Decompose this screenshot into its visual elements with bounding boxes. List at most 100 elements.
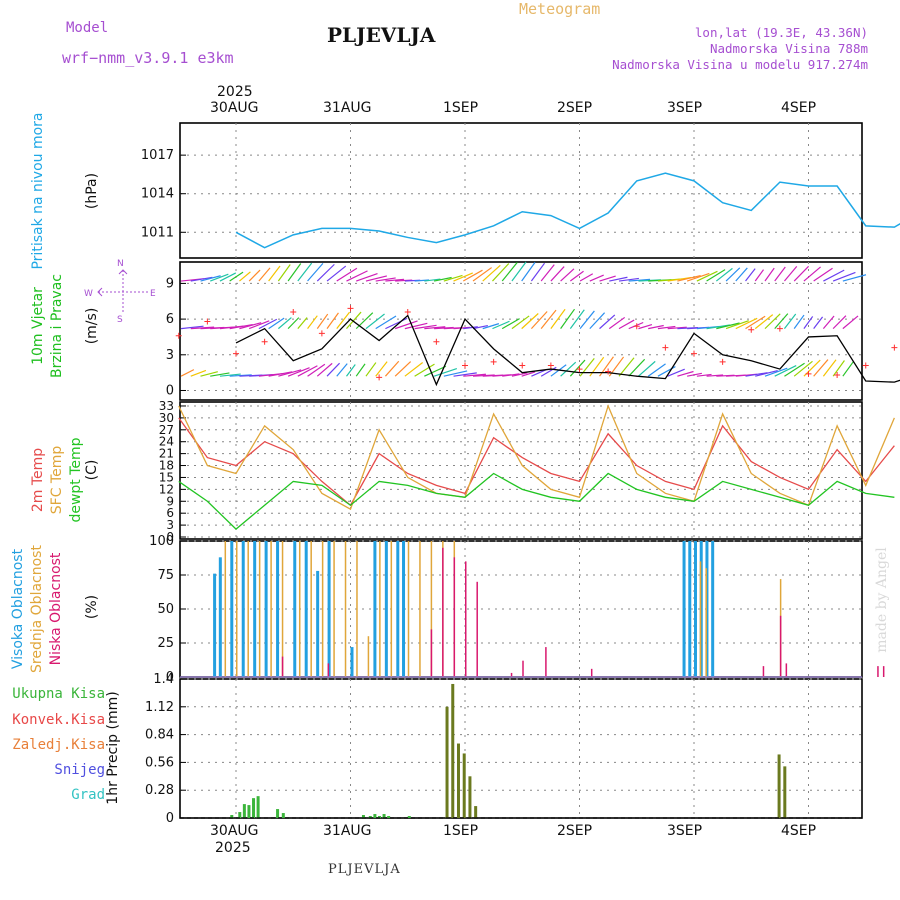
wind-arrow <box>842 274 867 282</box>
wind-arrow <box>531 369 547 377</box>
cloud-bar <box>264 541 268 677</box>
wind-gust-marker <box>433 338 440 345</box>
wind-arrow <box>667 368 685 377</box>
wind-arrow <box>268 371 293 377</box>
precip-bar <box>777 754 781 818</box>
wind-arrow <box>502 373 520 377</box>
y-tick-label: 9 <box>166 494 174 508</box>
wind-arrow <box>677 274 701 282</box>
wind-arrow <box>414 363 435 377</box>
cloud-bar <box>705 568 707 677</box>
wind-arrow <box>472 324 488 330</box>
cloud-bar <box>327 663 330 677</box>
wind-arrow <box>560 361 577 377</box>
wind-arrow <box>754 314 774 330</box>
wind-arrow <box>453 272 474 282</box>
wind-arrow <box>501 262 518 282</box>
wind-arrow <box>287 263 302 282</box>
cloud-bar <box>293 541 297 677</box>
wind-arrow <box>813 316 824 329</box>
cloud-bar <box>430 629 433 677</box>
y-tick-label: 1.4 <box>153 672 174 687</box>
wind-arrow <box>277 317 292 330</box>
panel-frame-4 <box>179 678 863 819</box>
wind-arrow <box>307 363 326 377</box>
wind-arrow <box>355 363 366 377</box>
wind-arrow <box>210 273 229 282</box>
wind-arrow <box>783 265 798 282</box>
wind-arrow <box>326 265 347 282</box>
wind-arrow <box>784 362 805 377</box>
model-name: wrf−nmm_v3.9.1 e3km <box>62 49 234 67</box>
wind-arrow <box>745 315 766 330</box>
wind-gust-marker <box>233 350 239 357</box>
model-altitude: Nadmorska Visina u modelu 917.274m <box>612 57 868 72</box>
wind-arrow <box>687 372 702 377</box>
y-tick-label: 15 <box>159 470 174 484</box>
wind-arrow <box>813 359 829 377</box>
legend-total-precip: Ukupna Kisa <box>12 686 105 702</box>
wind-arrow <box>258 267 271 282</box>
wind-arrow <box>745 372 768 377</box>
top-date-3: 2SEP <box>557 100 593 116</box>
wind-arrow <box>462 269 483 282</box>
wind-arrow <box>638 323 653 330</box>
wind-arrow <box>832 315 847 330</box>
wind-gust-marker <box>462 362 468 369</box>
cloud-bar <box>241 541 245 677</box>
wind-arrow <box>375 315 397 330</box>
wind-arrow <box>696 373 712 377</box>
footer-station: PLJEVLJA <box>328 862 401 877</box>
wind-gust-marker <box>719 358 726 365</box>
wind-arrow <box>180 325 204 330</box>
y-tick-label: 24 <box>159 435 174 449</box>
wind-arrow <box>424 326 446 330</box>
bottom-year: 2025 <box>215 840 251 856</box>
cloud-bar <box>276 541 280 677</box>
y-tick-label: 1014 <box>141 187 174 202</box>
cloud-bar <box>236 541 238 677</box>
wind-gust-marker <box>691 350 697 357</box>
wind-arrow <box>803 316 814 329</box>
wind-arrow <box>823 269 845 282</box>
precip-bar <box>252 798 256 818</box>
bottom-date-4: 3SEP <box>667 823 703 839</box>
wind-gust-marker <box>776 325 783 332</box>
precip-bar <box>230 815 234 818</box>
wind-arrow <box>735 267 748 282</box>
wind-arrow <box>326 312 339 329</box>
y-tick-label: 12 <box>159 482 174 496</box>
y-tick-label: 1011 <box>141 225 174 240</box>
top-year: 2025 <box>217 84 253 100</box>
wind-arrow <box>239 322 262 330</box>
wind-arrow <box>715 267 733 282</box>
wind-arrow <box>375 277 396 282</box>
wind-arrow <box>346 270 368 282</box>
y-tick-label: 0.84 <box>145 728 174 743</box>
wind-arrow <box>433 276 452 282</box>
wind-gust-marker <box>490 358 497 365</box>
cloud-bar <box>882 666 885 677</box>
wind-arrow <box>239 271 251 282</box>
wind-arrow <box>716 322 740 330</box>
wind-arrow <box>443 370 468 377</box>
wind-arrow <box>385 278 405 282</box>
precip-bar <box>468 776 472 818</box>
wind-gust-marker <box>347 305 354 312</box>
temp-line-2 <box>178 472 895 530</box>
wind-arrow <box>356 272 378 282</box>
cloud-bar <box>379 541 381 677</box>
coordinates: lon,lat (19.3E, 43.36N) <box>694 25 868 40</box>
wind-arrow <box>822 315 835 330</box>
cloud-bar <box>218 557 222 677</box>
y-tick-label: 6 <box>166 506 174 520</box>
wind-arrow <box>657 325 676 330</box>
wind-arrow <box>200 275 221 282</box>
wind-arrow <box>297 262 313 282</box>
wind-arrow <box>336 311 351 329</box>
wind-arrow <box>832 271 856 282</box>
wind-arrow <box>550 308 566 329</box>
wind-arrow <box>229 374 252 377</box>
wind-gust-marker <box>605 368 612 375</box>
precip-bar <box>377 816 381 818</box>
